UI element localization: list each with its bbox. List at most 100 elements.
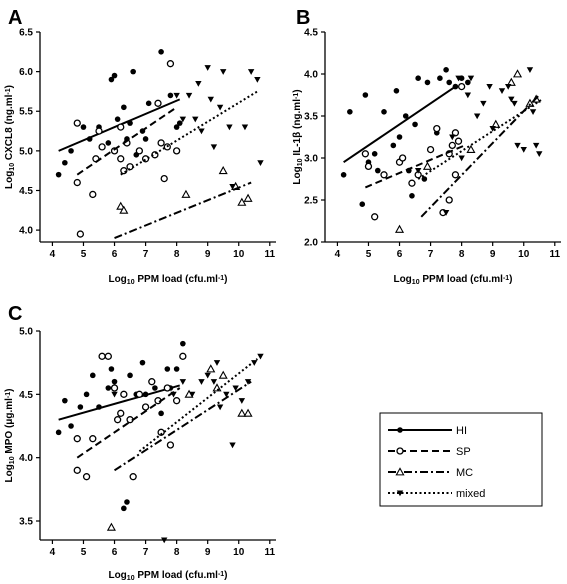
panel-b-point-mixed xyxy=(529,109,537,115)
legend: HI SP MC mixed xyxy=(379,412,543,507)
panel-c-point-mixed xyxy=(170,391,177,398)
panel-a-point-mixed xyxy=(179,116,187,123)
panel-b-point-sp xyxy=(451,129,460,137)
panel-c-point-hi xyxy=(158,410,164,417)
panel-a-x-axis-title: Log10 PPM load (cfu.ml-1) xyxy=(108,274,227,286)
panel-c-point-sp xyxy=(148,378,156,386)
chart-panel-a: 4 5 6 7 8 9 10 11 4.0 4.5 5.0 5.5 6.0 6.5 Log10 PPM lo… xyxy=(4,28,276,286)
panel-a-point-sp xyxy=(157,139,165,147)
panel-c-point-mixed xyxy=(210,379,218,385)
panel-b-fit-line-mixed xyxy=(417,98,543,180)
panel-b-series-mc xyxy=(394,69,541,233)
panel-b-x-tick-label: 7 xyxy=(428,249,434,260)
panel-b-point-mixed xyxy=(498,88,506,94)
panel-a-point-hi xyxy=(173,124,180,130)
panel-c-x-tick-label: 11 xyxy=(265,547,276,558)
panel-b-point-mc xyxy=(506,77,516,86)
panel-b-x-tick-label: 10 xyxy=(518,249,530,260)
panel-b-point-mixed xyxy=(489,126,496,132)
panel-a-point-sp xyxy=(120,167,128,175)
panel-b-x-tick-label: 6 xyxy=(397,249,403,260)
panel-a-point-mixed xyxy=(195,80,202,87)
panel-a-point-sp xyxy=(166,60,175,68)
panel-a-point-hi xyxy=(114,116,121,122)
panel-a-point-sp xyxy=(160,174,168,183)
panel-a-fit-line-sp xyxy=(76,106,178,176)
panel-b-y-tick-label: 4.5 xyxy=(304,28,318,39)
panel-b-point-mixed xyxy=(467,75,475,82)
panel-c-point-sp xyxy=(113,416,122,424)
panel-a-series-hi xyxy=(55,49,183,178)
panel-c-point-hi xyxy=(124,499,130,505)
panel-b-point-sp xyxy=(408,179,416,187)
panel-b-point-hi xyxy=(421,176,428,182)
panel-c-point-mc xyxy=(243,408,253,417)
panel-a-point-sp xyxy=(89,190,97,199)
panel-c-point-hi xyxy=(121,505,127,512)
panel-c-x-tick-label: 6 xyxy=(112,547,118,558)
panel-c-point-sp xyxy=(172,397,181,405)
panel-c-x-tick-label: 7 xyxy=(143,547,149,558)
panel-a-point-mixed xyxy=(207,96,214,103)
panel-b-point-mc xyxy=(491,119,501,128)
panel-a-point-sp xyxy=(117,123,125,131)
panel-b-fit-line-sp xyxy=(364,144,466,189)
panel-c-point-hi xyxy=(89,372,96,379)
panel-a-point-hi xyxy=(158,49,164,55)
panel-c-point-mc xyxy=(212,383,222,392)
panel-a-fit-line-mc xyxy=(114,181,252,239)
panel-c-point-hi xyxy=(105,385,112,391)
panel-b-point-mixed xyxy=(486,84,493,90)
panel-a-x-tick-label: 10 xyxy=(233,249,245,260)
panel-a-point-mixed xyxy=(247,69,255,75)
panel-b-y-tick-label: 3.0 xyxy=(304,154,318,165)
legend-item-mc: MC xyxy=(388,467,473,479)
panel-c-point-hi xyxy=(55,429,62,436)
panel-a-point-mixed xyxy=(257,160,264,166)
panel-b-point-hi xyxy=(409,193,415,199)
panel-c-y-tick-label: 3.5 xyxy=(19,517,33,528)
panel-b-fit-line-hi xyxy=(343,85,456,164)
panel-a-point-mixed xyxy=(204,65,211,71)
panel-b-point-mc xyxy=(512,69,523,78)
panel-c-fit-line-mc xyxy=(113,380,252,472)
panel-b-point-mixed xyxy=(473,113,481,120)
panel-c-x-tick-label: 5 xyxy=(81,547,87,558)
legend-label-hi: HI xyxy=(456,425,467,437)
panel-c-point-hi xyxy=(83,391,90,398)
panel-b-point-sp xyxy=(371,213,379,221)
panel-b-point-mixed xyxy=(505,84,512,90)
panel-c-point-hi xyxy=(164,366,171,372)
panel-a-x-tick-label: 5 xyxy=(81,249,87,260)
panel-b-x-tick-label: 9 xyxy=(490,249,496,260)
panel-a-point-mixed xyxy=(216,104,224,111)
panel-a-point-mixed xyxy=(198,128,205,135)
panel-letter-c: C xyxy=(8,303,22,325)
panel-b-point-mixed xyxy=(514,142,521,149)
panel-a-point-hi xyxy=(142,136,149,142)
legend-item-sp: SP xyxy=(388,446,471,458)
panel-a-point-sp xyxy=(76,230,85,238)
panel-a-point-sp xyxy=(98,143,106,151)
panel-c-x-tick-label: 10 xyxy=(233,547,245,558)
panel-c-fit-line-hi xyxy=(58,384,181,421)
panel-b-point-mixed xyxy=(464,92,472,99)
panel-b-point-mixed xyxy=(442,210,450,216)
panel-b-point-mixed xyxy=(480,100,487,107)
panel-b-point-mixed xyxy=(414,168,422,174)
panel-a-point-hi xyxy=(145,100,152,107)
panel-a-point-hi xyxy=(62,159,68,166)
panel-a-y-axis-title: Log10 CXCL8 (ng.ml-1) xyxy=(4,85,16,189)
panel-b-fit-line-mc xyxy=(420,94,540,218)
panel-b-point-hi xyxy=(437,75,443,81)
panel-c-point-sp xyxy=(110,384,119,392)
panel-c-series-mixed xyxy=(111,353,264,544)
panel-b-series-mixed xyxy=(414,67,543,216)
panel-b-x-tick-label: 4 xyxy=(335,249,341,260)
panel-b-y-tick-label: 4.0 xyxy=(304,70,318,81)
panel-b-point-mixed xyxy=(449,134,456,141)
panel-c-point-mixed xyxy=(204,372,211,379)
panel-c-point-mixed xyxy=(257,353,264,360)
panel-b-point-hi xyxy=(347,109,353,115)
panel-c-point-mc xyxy=(237,408,247,417)
